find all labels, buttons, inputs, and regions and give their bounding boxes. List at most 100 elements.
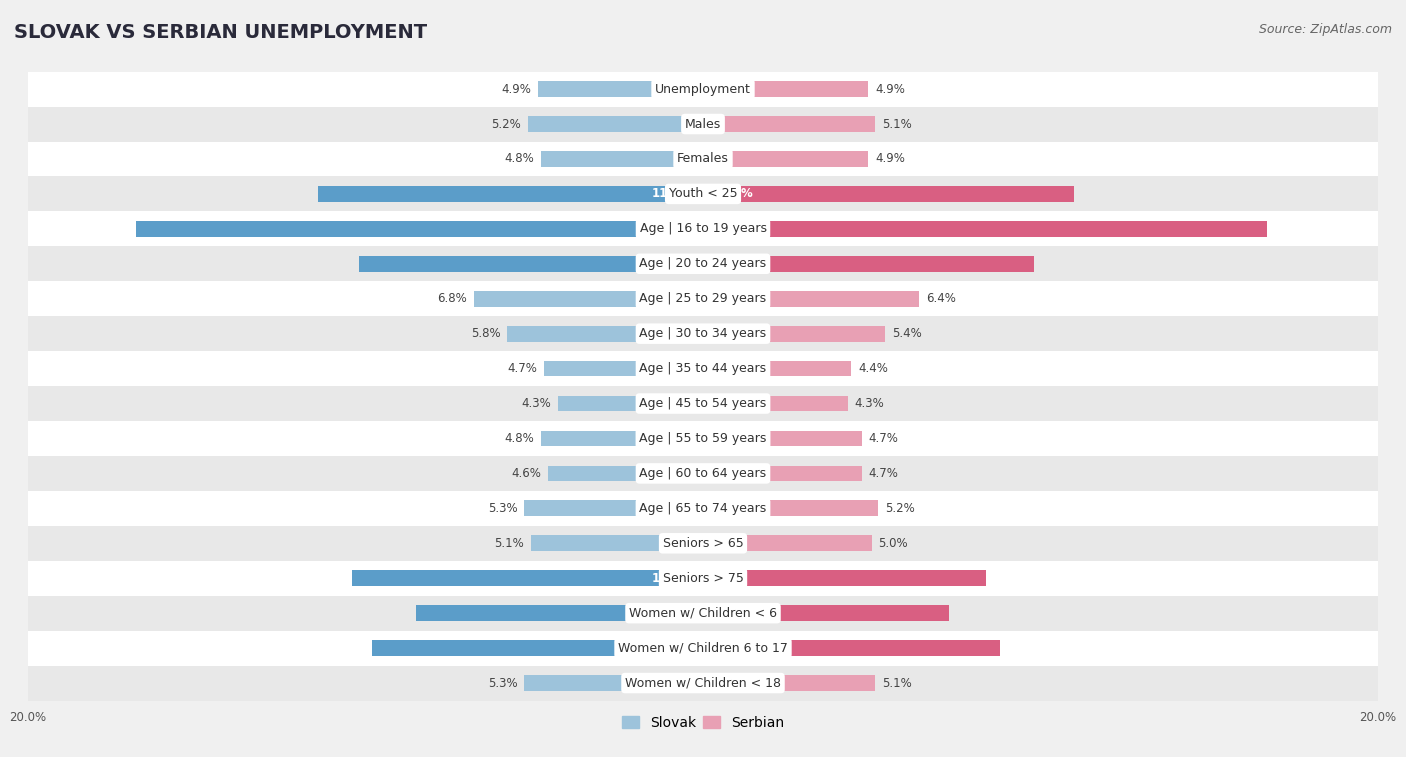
Bar: [28, 421, 1378, 456]
Text: Women w/ Children < 18: Women w/ Children < 18: [626, 677, 780, 690]
Bar: [352, 570, 703, 586]
Text: 5.1%: 5.1%: [495, 537, 524, 550]
Bar: [28, 246, 1378, 282]
Bar: [703, 606, 949, 621]
Bar: [359, 256, 703, 272]
Bar: [28, 665, 1378, 700]
Text: Women w/ Children < 6: Women w/ Children < 6: [628, 606, 778, 620]
Bar: [28, 351, 1378, 386]
Text: 4.7%: 4.7%: [508, 362, 537, 375]
Bar: [703, 466, 862, 481]
Bar: [28, 631, 1378, 665]
Bar: [703, 431, 862, 447]
Bar: [28, 316, 1378, 351]
Text: 10.2%: 10.2%: [652, 257, 693, 270]
Text: 4.6%: 4.6%: [512, 467, 541, 480]
Text: Age | 16 to 19 years: Age | 16 to 19 years: [640, 223, 766, 235]
Bar: [28, 386, 1378, 421]
Text: 7.3%: 7.3%: [713, 606, 745, 620]
Text: 16.7%: 16.7%: [713, 223, 754, 235]
Text: 6.8%: 6.8%: [437, 292, 467, 305]
Bar: [558, 396, 703, 411]
Text: 16.8%: 16.8%: [652, 223, 693, 235]
Bar: [527, 116, 703, 132]
Text: Women w/ Children 6 to 17: Women w/ Children 6 to 17: [619, 642, 787, 655]
Bar: [703, 221, 1267, 237]
Bar: [28, 211, 1378, 246]
Text: 4.8%: 4.8%: [505, 152, 534, 166]
Text: 5.3%: 5.3%: [488, 502, 517, 515]
Text: 4.7%: 4.7%: [869, 467, 898, 480]
Text: 11.4%: 11.4%: [652, 188, 693, 201]
Text: 9.8%: 9.8%: [659, 642, 693, 655]
Bar: [703, 326, 886, 341]
Bar: [541, 151, 703, 167]
Text: 4.3%: 4.3%: [522, 397, 551, 410]
Bar: [28, 282, 1378, 316]
Text: Age | 65 to 74 years: Age | 65 to 74 years: [640, 502, 766, 515]
Bar: [28, 596, 1378, 631]
Bar: [703, 291, 920, 307]
Text: 8.4%: 8.4%: [713, 572, 747, 584]
Bar: [524, 500, 703, 516]
Text: Age | 25 to 29 years: Age | 25 to 29 years: [640, 292, 766, 305]
Text: 4.7%: 4.7%: [869, 432, 898, 445]
Bar: [703, 396, 848, 411]
Bar: [28, 456, 1378, 491]
Bar: [28, 176, 1378, 211]
Bar: [541, 431, 703, 447]
Bar: [703, 675, 875, 691]
Text: Age | 45 to 54 years: Age | 45 to 54 years: [640, 397, 766, 410]
Legend: Slovak, Serbian: Slovak, Serbian: [617, 710, 789, 735]
Bar: [703, 535, 872, 551]
Bar: [703, 256, 1033, 272]
Bar: [537, 81, 703, 97]
Text: 4.4%: 4.4%: [858, 362, 889, 375]
Text: 5.2%: 5.2%: [886, 502, 915, 515]
Text: Age | 30 to 34 years: Age | 30 to 34 years: [640, 327, 766, 340]
Text: Females: Females: [678, 152, 728, 166]
Bar: [703, 500, 879, 516]
Text: Males: Males: [685, 117, 721, 130]
Text: 8.8%: 8.8%: [713, 642, 747, 655]
Bar: [474, 291, 703, 307]
Text: 6.4%: 6.4%: [925, 292, 956, 305]
Bar: [703, 151, 869, 167]
Text: Seniors > 75: Seniors > 75: [662, 572, 744, 584]
Bar: [28, 72, 1378, 107]
Bar: [136, 221, 703, 237]
Text: Source: ZipAtlas.com: Source: ZipAtlas.com: [1258, 23, 1392, 36]
Text: Unemployment: Unemployment: [655, 83, 751, 95]
Bar: [416, 606, 703, 621]
Bar: [28, 526, 1378, 561]
Text: Age | 35 to 44 years: Age | 35 to 44 years: [640, 362, 766, 375]
Text: Age | 60 to 64 years: Age | 60 to 64 years: [640, 467, 766, 480]
Bar: [28, 491, 1378, 526]
Bar: [28, 142, 1378, 176]
Text: 11.0%: 11.0%: [713, 188, 754, 201]
Bar: [318, 186, 703, 202]
Bar: [703, 361, 852, 376]
Text: 4.9%: 4.9%: [875, 83, 905, 95]
Text: Age | 20 to 24 years: Age | 20 to 24 years: [640, 257, 766, 270]
Bar: [508, 326, 703, 341]
Text: 5.1%: 5.1%: [882, 677, 911, 690]
Bar: [703, 186, 1074, 202]
Text: 5.0%: 5.0%: [879, 537, 908, 550]
Bar: [703, 116, 875, 132]
Text: 10.4%: 10.4%: [652, 572, 693, 584]
Text: SLOVAK VS SERBIAN UNEMPLOYMENT: SLOVAK VS SERBIAN UNEMPLOYMENT: [14, 23, 427, 42]
Bar: [531, 535, 703, 551]
Bar: [703, 640, 1000, 656]
Text: 4.9%: 4.9%: [875, 152, 905, 166]
Text: 8.5%: 8.5%: [659, 606, 693, 620]
Text: 9.8%: 9.8%: [713, 257, 747, 270]
Bar: [28, 561, 1378, 596]
Text: 5.8%: 5.8%: [471, 327, 501, 340]
Bar: [703, 570, 987, 586]
Bar: [373, 640, 703, 656]
Text: 4.9%: 4.9%: [501, 83, 531, 95]
Bar: [548, 466, 703, 481]
Bar: [524, 675, 703, 691]
Bar: [703, 81, 869, 97]
